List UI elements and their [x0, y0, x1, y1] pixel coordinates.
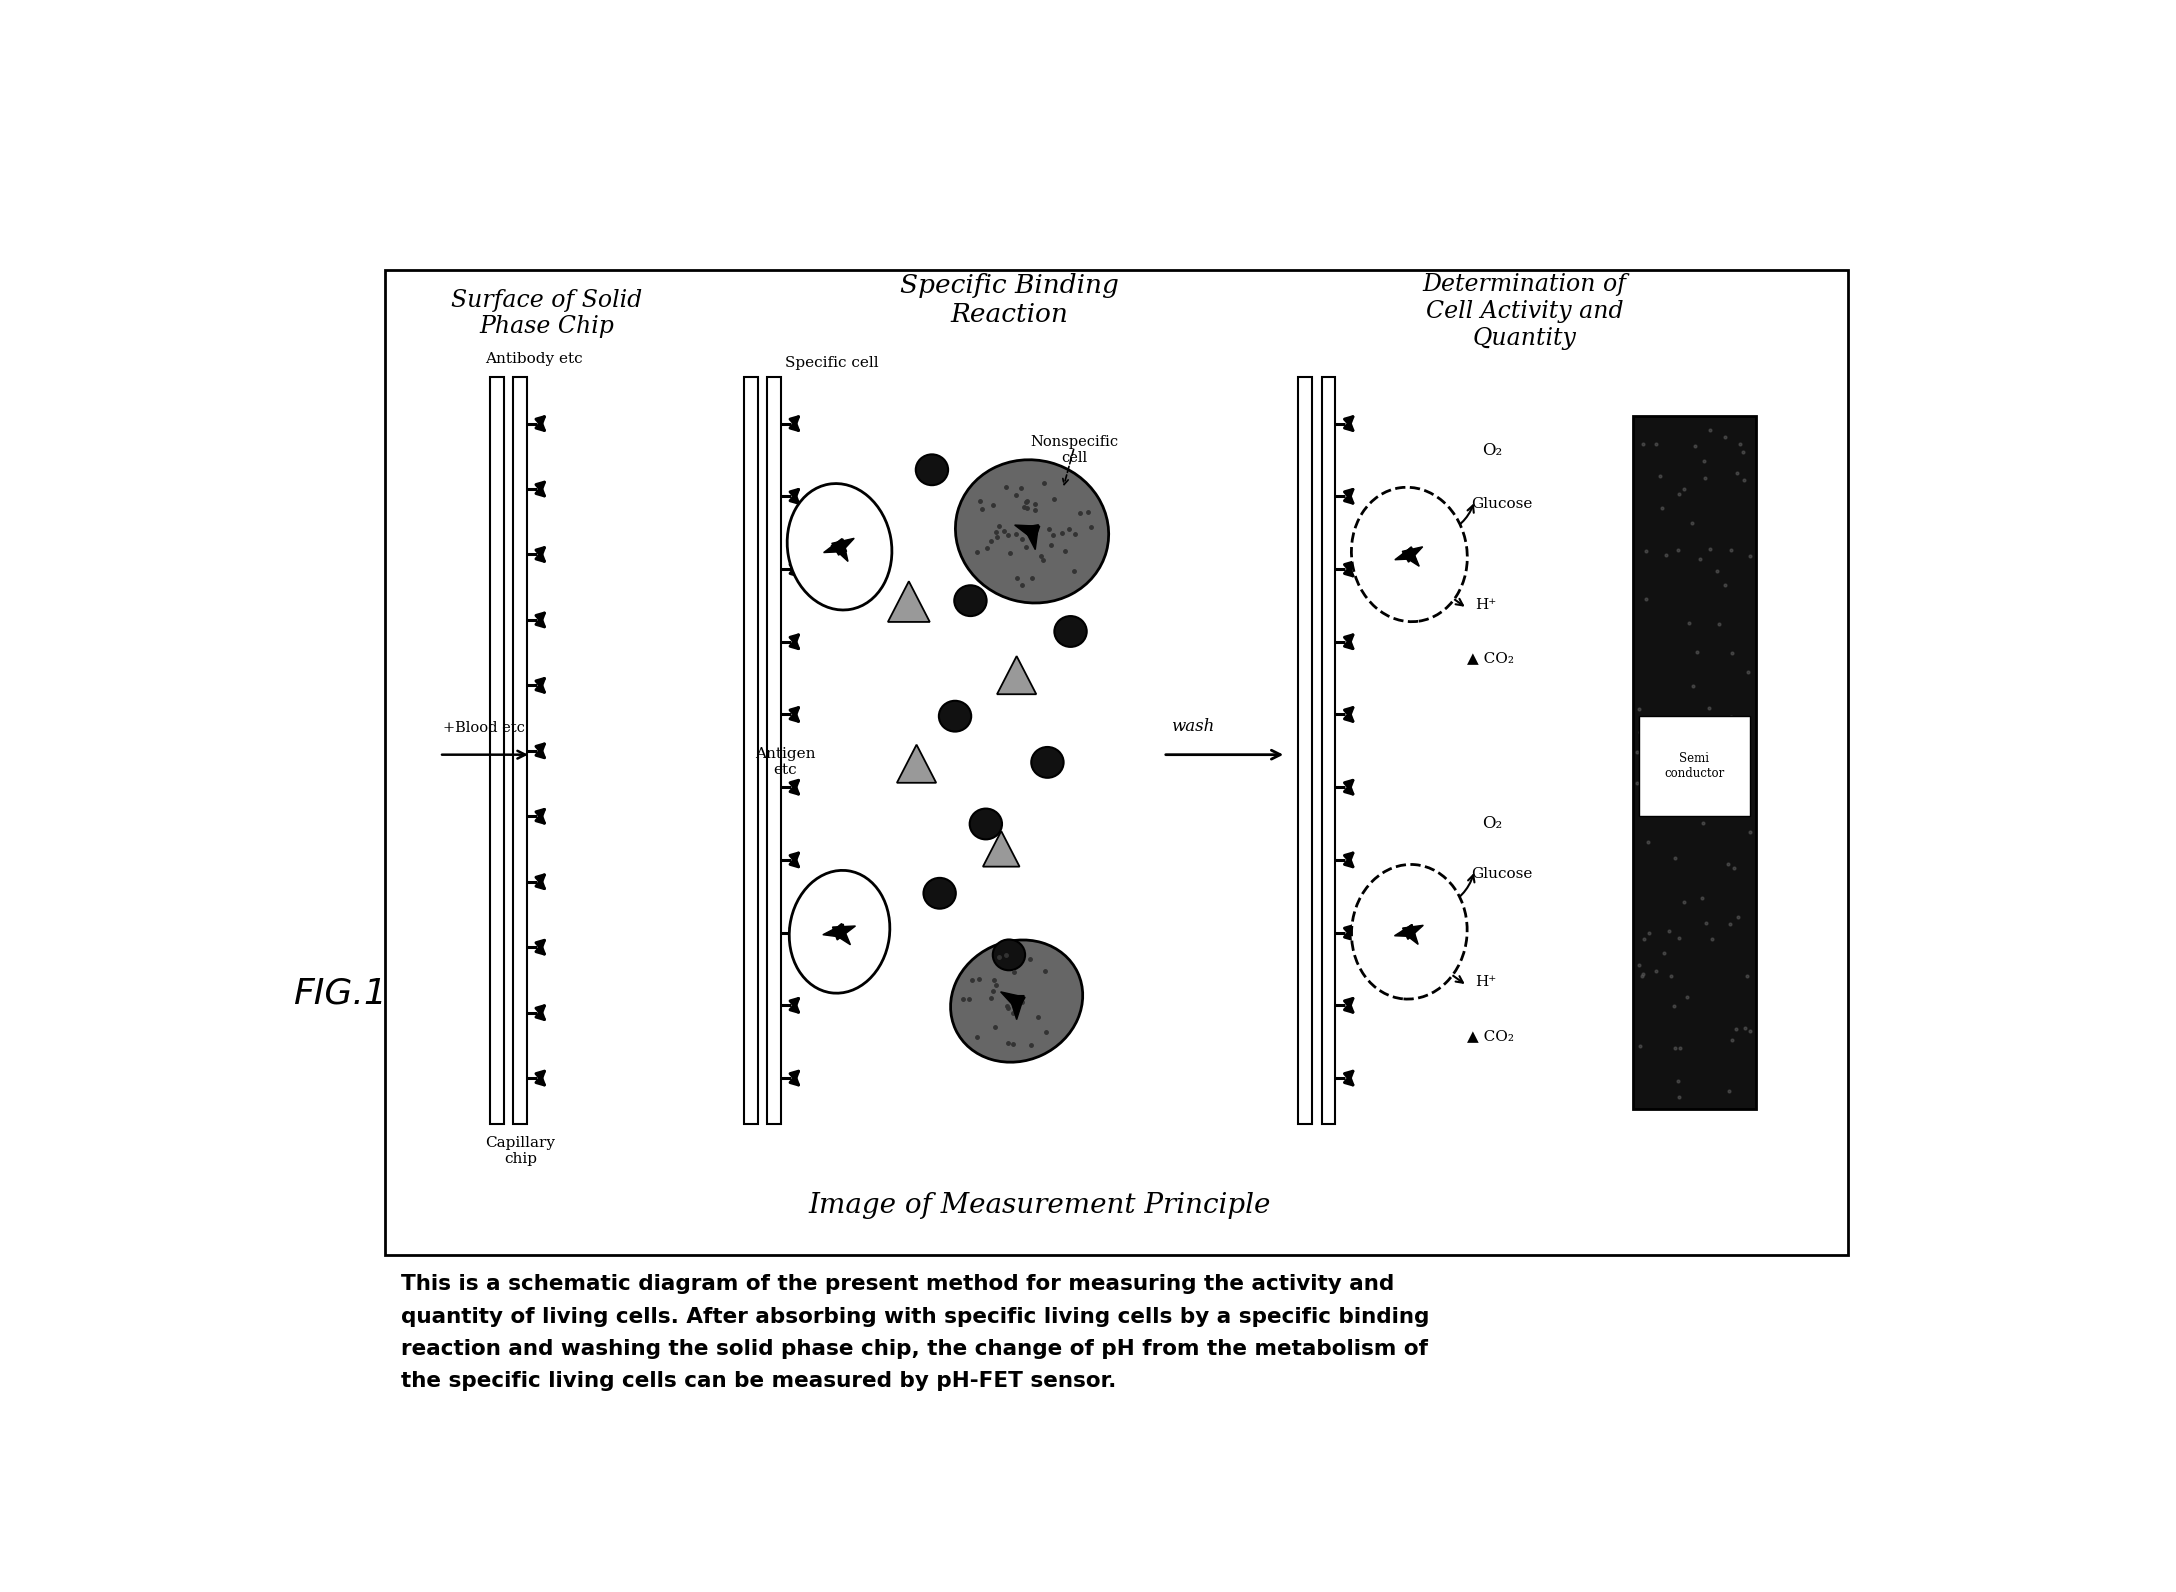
Ellipse shape — [992, 939, 1025, 970]
Text: wash: wash — [1171, 718, 1214, 736]
Ellipse shape — [788, 484, 892, 610]
Polygon shape — [984, 831, 1021, 866]
Polygon shape — [831, 540, 849, 562]
Text: ▲ CO₂: ▲ CO₂ — [1467, 651, 1514, 665]
Polygon shape — [1401, 925, 1419, 944]
Bar — [1299, 377, 1312, 1124]
Bar — [490, 377, 505, 1124]
Ellipse shape — [955, 460, 1108, 603]
Text: +Blood etc: +Blood etc — [444, 721, 524, 736]
Polygon shape — [1395, 925, 1414, 936]
Polygon shape — [1023, 525, 1038, 549]
Text: Capillary
chip: Capillary chip — [485, 1135, 555, 1165]
Polygon shape — [1014, 525, 1040, 540]
Text: Glucose: Glucose — [1471, 868, 1532, 880]
Text: reaction and washing the solid phase chip, the change of pH from the metabolism : reaction and washing the solid phase chi… — [400, 1339, 1427, 1360]
Polygon shape — [888, 581, 929, 622]
Polygon shape — [1001, 992, 1025, 1011]
Bar — [385, 269, 1847, 1254]
Polygon shape — [1401, 548, 1419, 567]
Ellipse shape — [1351, 864, 1467, 1000]
Text: quantity of living cells. After absorbing with specific living cells by a specif: quantity of living cells. After absorbin… — [400, 1307, 1430, 1326]
Polygon shape — [823, 925, 846, 938]
Text: H⁺: H⁺ — [1475, 597, 1497, 611]
Text: O₂: O₂ — [1482, 815, 1504, 833]
Bar — [1632, 416, 1756, 1110]
Ellipse shape — [923, 877, 955, 909]
Text: Semi
conductor: Semi conductor — [1665, 753, 1723, 780]
Text: the specific living cells can be measured by pH-FET sensor.: the specific living cells can be measure… — [400, 1371, 1116, 1391]
Text: O₂: O₂ — [1482, 443, 1504, 458]
Text: Antibody etc: Antibody etc — [485, 352, 583, 366]
Text: Antigen
etc: Antigen etc — [755, 747, 816, 777]
Text: H⁺: H⁺ — [1475, 974, 1497, 989]
Polygon shape — [825, 538, 846, 552]
Polygon shape — [1010, 995, 1025, 1019]
Ellipse shape — [970, 809, 1001, 839]
Text: Glucose: Glucose — [1471, 497, 1532, 511]
Polygon shape — [1401, 546, 1423, 562]
Polygon shape — [833, 927, 855, 939]
Polygon shape — [831, 538, 855, 556]
Bar — [1321, 377, 1336, 1124]
Text: FIG.1: FIG.1 — [294, 976, 387, 1011]
Text: Surface of Solid
Phase Chip: Surface of Solid Phase Chip — [450, 288, 642, 339]
Ellipse shape — [916, 454, 949, 486]
Ellipse shape — [951, 939, 1084, 1062]
Ellipse shape — [1055, 616, 1086, 646]
Polygon shape — [1395, 548, 1417, 560]
Ellipse shape — [1351, 487, 1467, 622]
Bar — [514, 377, 527, 1124]
Ellipse shape — [955, 586, 986, 616]
Ellipse shape — [790, 871, 890, 993]
Text: Specific Binding
Reaction: Specific Binding Reaction — [899, 274, 1118, 328]
Text: Determination of
Cell Activity and
Quantity: Determination of Cell Activity and Quant… — [1423, 274, 1628, 350]
Text: Nonspecific
cell: Nonspecific cell — [1029, 435, 1118, 465]
Ellipse shape — [1031, 747, 1064, 778]
Polygon shape — [897, 745, 936, 783]
Bar — [744, 377, 757, 1124]
Polygon shape — [1404, 925, 1423, 939]
Bar — [768, 377, 781, 1124]
Polygon shape — [831, 923, 851, 944]
Ellipse shape — [938, 700, 970, 732]
Text: ▲ CO₂: ▲ CO₂ — [1467, 1028, 1514, 1043]
Text: This is a schematic diagram of the present method for measuring the activity and: This is a schematic diagram of the prese… — [400, 1275, 1395, 1294]
Bar — [1639, 716, 1750, 817]
Text: Specific cell: Specific cell — [786, 355, 879, 369]
Polygon shape — [997, 656, 1036, 694]
Text: Image of Measurement Principle: Image of Measurement Principle — [809, 1192, 1271, 1218]
